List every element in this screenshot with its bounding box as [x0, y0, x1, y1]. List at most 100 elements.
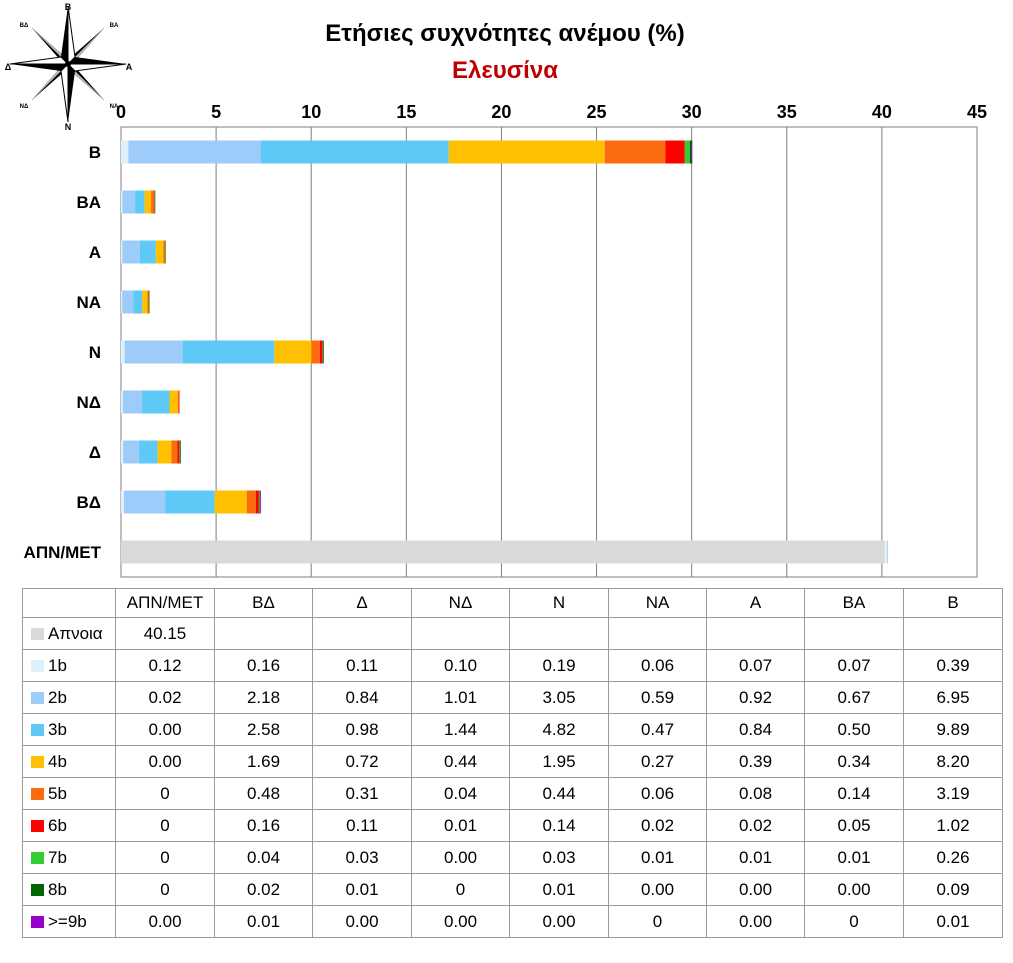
table-cell: 1.01 — [411, 681, 510, 714]
x-tick-label: 25 — [587, 102, 607, 122]
bar-segment-4b — [274, 340, 312, 364]
legend-swatch — [31, 851, 44, 864]
table-cell: 0.00 — [411, 841, 510, 874]
legend-swatch — [31, 755, 44, 768]
bar-segment-8b — [179, 440, 181, 464]
legend-swatch — [31, 819, 44, 832]
table-header-cell: Δ — [312, 588, 412, 618]
compass-rose-icon: Β Ν Α Δ ΒΑ ΒΔ ΝΑ ΝΔ — [5, 2, 133, 130]
table-cell: 0.02 — [706, 809, 805, 842]
stacked-bar-chart: 0 5 10 15 20 25 30 35 40 45 Β ΒΑ Α ΝΑ Ν ΝΔ Δ ΒΔ ΑΠΝ/ΜΕΤ — [24, 102, 987, 578]
x-tick-label: 10 — [301, 102, 321, 122]
bar-segment-6b — [665, 140, 685, 164]
table-cell: 3.19 — [903, 777, 1003, 810]
bar-segment-1b — [121, 340, 125, 364]
bar-segment-4b — [214, 490, 247, 514]
bar-segment-7b — [148, 290, 150, 314]
legend-label: 7b — [48, 847, 67, 867]
legend-label: 5b — [48, 783, 67, 803]
table-header-cell: ΒΔ — [214, 588, 313, 618]
legend-label: 1b — [48, 655, 67, 675]
legend-label: >=9b — [48, 911, 87, 931]
table-cell: 0.04 — [411, 777, 510, 810]
y-category-label: Δ — [89, 443, 101, 462]
compass-label-nw: ΒΔ — [20, 23, 29, 29]
table-cell: 0 — [115, 873, 215, 906]
table-header-cell: ΒΑ — [804, 588, 904, 618]
bar-segment-7b — [684, 140, 690, 164]
bar-segment-2b — [122, 290, 134, 314]
table-cell — [509, 617, 609, 650]
bar-segment-5b — [246, 490, 256, 514]
bar-segment-5b — [311, 340, 320, 364]
table-cell: 6.95 — [903, 681, 1003, 714]
table-cell: 0.26 — [903, 841, 1003, 874]
table-cell: 0.01 — [214, 905, 313, 938]
table-header-cell: Β — [903, 588, 1003, 618]
bar-segment-6b — [319, 340, 323, 364]
table-cell: 0.00 — [608, 873, 707, 906]
legend-swatch — [31, 787, 44, 800]
table-row-label: 3b — [22, 713, 116, 746]
bar-segment-6b — [177, 440, 180, 464]
compass-label-n: Β — [65, 2, 72, 12]
bar-segment-4b — [155, 240, 164, 264]
x-tick-label: 45 — [967, 102, 987, 122]
table-cell: 0.01 — [509, 873, 609, 906]
table-cell: 0.01 — [411, 809, 510, 842]
bar-segment-1b — [121, 390, 123, 414]
bar-segment-2b — [128, 140, 261, 164]
table-cell: 0.00 — [312, 905, 412, 938]
legend-swatch — [31, 883, 44, 896]
table-cell: 2.18 — [214, 681, 313, 714]
table-cell: 0.00 — [115, 713, 215, 746]
table-cell: 0.84 — [706, 713, 805, 746]
compass-label-sw: ΝΔ — [20, 104, 29, 110]
table-header-row: ΑΠΝ/ΜΕΤ ΒΔ Δ ΝΔ Ν ΝΑ Α ΒΑ Β — [22, 588, 1003, 618]
x-tick-label: 20 — [491, 102, 511, 122]
bar-segment-9b — [691, 140, 693, 164]
y-category-label: ΒΑ — [76, 193, 101, 212]
chart-title: Ετήσιες συχνότητες ανέμου (%) — [325, 20, 685, 47]
table-header-corner — [22, 588, 116, 618]
table-header-cell: ΝΑ — [608, 588, 707, 618]
table-cell: 0.98 — [312, 713, 412, 746]
bar-segment-3b — [165, 490, 215, 514]
table-cell: 4.82 — [509, 713, 609, 746]
table-row-label: 1b — [22, 649, 116, 682]
y-category-label: Β — [89, 143, 101, 162]
bar-segment-2b — [122, 390, 143, 414]
compass-label-w: Δ — [5, 62, 12, 72]
bar-segment-4b — [169, 390, 178, 414]
compass-label-ne: ΒΑ — [110, 23, 119, 29]
table-cell: 0.05 — [804, 809, 904, 842]
bar-segment-1b — [121, 490, 125, 514]
bar-segment-2b — [122, 240, 140, 264]
bar-segment-3b — [142, 390, 170, 414]
table-cell — [804, 617, 904, 650]
table-cell: 0.11 — [312, 649, 412, 682]
table-cell: 0 — [411, 873, 510, 906]
table-cell — [214, 617, 313, 650]
compass-label-se: ΝΑ — [110, 104, 119, 110]
bar-segment-7b — [322, 340, 324, 364]
table-cell: 0.48 — [214, 777, 313, 810]
table-cell: 0.16 — [214, 809, 313, 842]
bar-segment-3b — [139, 440, 158, 464]
table-cell: 0.08 — [706, 777, 805, 810]
bar-segment-7b — [258, 490, 260, 514]
table-cell: 0.02 — [608, 809, 707, 842]
table-cell: 0.02 — [214, 873, 313, 906]
table-cell: 0.06 — [608, 649, 707, 682]
table-row: 5b 0 0.48 0.31 0.04 0.44 0.06 0.08 0.14 3.19 — [22, 777, 1003, 810]
table-cell: 0.10 — [411, 649, 510, 682]
table-cell: 0.07 — [706, 649, 805, 682]
table-cell: 0.12 — [115, 649, 215, 682]
x-tick-label: 40 — [872, 102, 892, 122]
bar-segment-2b — [887, 540, 888, 564]
table-row-label: 8b — [22, 873, 116, 906]
table-cell: 3.05 — [509, 681, 609, 714]
bar-segment-2b — [124, 490, 166, 514]
table-cell: 0.44 — [509, 777, 609, 810]
table-cell: 0.92 — [706, 681, 805, 714]
